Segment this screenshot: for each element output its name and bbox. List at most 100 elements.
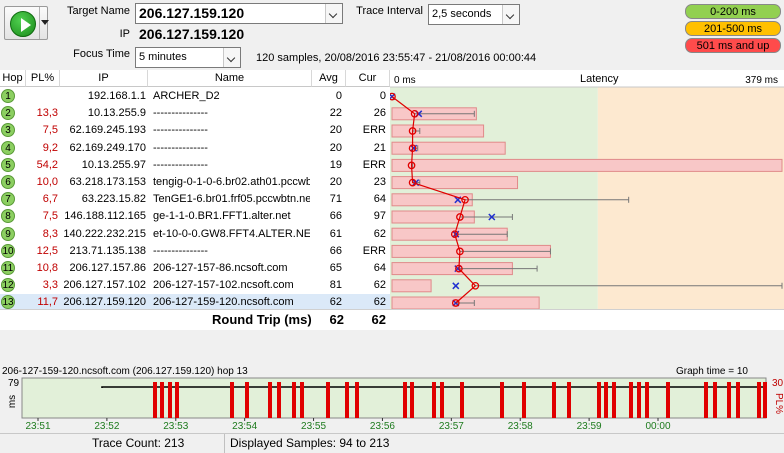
displayed-samples: Displayed Samples: 94 to 213 xyxy=(230,436,390,450)
packet-loss: 7,5 xyxy=(42,124,58,137)
hop-name: 206-127-157-102.ncsoft.com xyxy=(153,279,294,292)
packet-loss-spike xyxy=(175,382,179,418)
hop-name: --------------- xyxy=(153,107,208,120)
hop-number: 5 xyxy=(1,157,15,172)
column-header-avg[interactable]: Avg xyxy=(312,70,346,87)
table-row[interactable]: 7 6,7 63.223.15.82 TenGE1-6.br01.frf05.pccw… xyxy=(0,191,390,208)
chevron-down-icon[interactable] xyxy=(502,5,519,24)
avg-marker xyxy=(408,127,417,135)
hop-ip: 206.127.159.120 xyxy=(63,296,146,309)
table-row[interactable]: 4 9,2 62.169.249.170 --------------- 20 21 xyxy=(0,140,390,157)
table-row[interactable]: 5 54,2 10.13.255.97 --------------- 19 ERR xyxy=(0,157,390,174)
packet-loss-spike xyxy=(432,382,436,418)
pl-max-label: 30 xyxy=(772,378,784,389)
avg-marker xyxy=(455,264,463,273)
packet-loss: 13,3 xyxy=(36,107,58,120)
packet-loss-spike xyxy=(597,382,601,418)
hop-avg: 62 xyxy=(329,296,342,309)
latency-graph-svg: 0 ms Latency 379 ms xyxy=(390,70,784,310)
hop-cur: 0 xyxy=(379,90,386,102)
latency-bar xyxy=(391,141,506,155)
table-row[interactable]: 11 10,8 206.127.157.86 206-127-157-86.ncsof… xyxy=(0,260,390,277)
hop-avg: 61 xyxy=(329,227,342,240)
hop-ip: 62.169.249.170 xyxy=(69,141,146,154)
column-header-name[interactable]: Name xyxy=(148,70,312,87)
table-row[interactable]: 3 7,5 62.169.245.193 --------------- 20 ERR xyxy=(0,122,390,139)
column-header-cur[interactable]: Cur xyxy=(346,70,390,87)
packet-loss-spike xyxy=(604,382,608,418)
column-header-ip[interactable]: IP xyxy=(60,70,148,87)
packet-loss-spike xyxy=(629,382,633,418)
table-row[interactable]: 13 11,7 206.127.159.120 206-127-159-120.ncs… xyxy=(0,294,390,312)
hop-cur: 23 xyxy=(373,176,386,188)
hop-number: 2 xyxy=(1,106,15,121)
hop-ip: 10.13.255.97 xyxy=(81,158,146,171)
hop-ip: 192.168.1.1 xyxy=(87,90,146,102)
latency-header xyxy=(390,70,784,87)
packet-loss-spike xyxy=(666,382,670,418)
chevron-down-icon[interactable] xyxy=(325,4,342,23)
hop-cur: 21 xyxy=(373,141,386,154)
round-trip-cur: 62 xyxy=(371,312,386,327)
packet-loss: 54,2 xyxy=(36,158,58,171)
packet-loss-spike xyxy=(440,382,444,418)
target-name-label: Target Name xyxy=(67,5,130,17)
table-row[interactable]: 2 13,3 10.13.255.9 --------------- 22 26 xyxy=(0,105,390,122)
hop-avg: 0 xyxy=(335,90,342,102)
legend-item: 201-500 ms xyxy=(685,21,781,36)
latency-bar xyxy=(391,279,432,293)
hop-number: 3 xyxy=(1,123,15,138)
packet-loss-spike xyxy=(500,382,504,418)
table-row[interactable]: 6 10,0 63.218.173.153 tengig-0-1-0-6.br02.a… xyxy=(0,174,390,191)
latency-title: Latency xyxy=(580,73,619,85)
chevron-down-icon[interactable] xyxy=(39,7,49,39)
focus-time-value: 5 minutes xyxy=(139,51,187,63)
packet-loss-spike xyxy=(645,382,649,418)
hop-cur: ERR xyxy=(362,124,386,137)
packet-loss-spike xyxy=(245,382,249,418)
start-trace-button[interactable] xyxy=(4,6,49,40)
table-row[interactable]: 1 192.168.1.1 ARCHER_D2 0 0 xyxy=(0,88,390,105)
column-header-hop[interactable]: Hop xyxy=(0,70,26,87)
hop-avg: 65 xyxy=(329,262,342,274)
hop-cur: 26 xyxy=(373,107,386,120)
current-marker xyxy=(452,282,460,290)
packet-loss-spike xyxy=(552,382,556,418)
hop-name: --------------- xyxy=(153,158,208,171)
packet-loss: 10,8 xyxy=(36,262,58,274)
hop-number: 7 xyxy=(1,192,15,207)
hop-number: 9 xyxy=(1,226,15,241)
status-bar: Trace Count: 213 Displayed Samples: 94 t… xyxy=(0,433,784,453)
ip-value: 206.127.159.120 xyxy=(139,26,245,42)
trace-count: Trace Count: 213 xyxy=(92,436,185,450)
chevron-down-icon[interactable] xyxy=(223,48,240,67)
zone-warn xyxy=(597,70,784,310)
hop-ip: 140.222.232.215 xyxy=(63,227,146,240)
avg-marker xyxy=(408,178,417,187)
table-row[interactable]: 12 3,3 206.127.157.102 206-127-157-102.ncso… xyxy=(0,277,390,294)
time-tick: 23:58 xyxy=(508,421,533,432)
table-row[interactable]: 9 8,3 140.222.232.215 et-10-0-0.GW8.FFT4.AL… xyxy=(0,226,390,243)
packet-loss: 3,3 xyxy=(42,279,58,292)
packet-loss-spike xyxy=(757,382,761,418)
packet-loss: 10,0 xyxy=(36,176,58,188)
packet-loss-spike xyxy=(268,382,272,418)
packet-loss-spike xyxy=(713,382,717,418)
trace-interval-select[interactable]: 2,5 seconds xyxy=(428,4,520,25)
column-header-pl[interactable]: PL% xyxy=(26,70,60,87)
time-tick: 23:54 xyxy=(232,421,257,432)
latency-bar xyxy=(391,176,519,190)
packet-loss: 12,5 xyxy=(36,244,58,257)
focus-time-select[interactable]: 5 minutes xyxy=(135,47,241,68)
time-tick: 23:51 xyxy=(25,421,50,432)
legend-item: 0-200 ms xyxy=(685,4,781,19)
table-row[interactable]: 8 7,5 146.188.112.165 ge-1-1-0.BR1.FFT1.alt… xyxy=(0,208,390,225)
timeline-svg: 23:51 23:52 23:53 23:54 23:55 23:56 23:57 23:58… xyxy=(21,377,767,432)
avg-marker xyxy=(390,92,396,101)
hop-cur: ERR xyxy=(362,158,386,171)
target-name-input[interactable]: 206.127.159.120 xyxy=(135,3,343,24)
hop-number: 4 xyxy=(1,140,15,155)
table-row[interactable]: 10 12,5 213.71.135.138 --------------- 66 ERR xyxy=(0,243,390,260)
hop-ip: 62.169.245.193 xyxy=(69,124,146,137)
packet-loss-spike xyxy=(230,382,234,418)
